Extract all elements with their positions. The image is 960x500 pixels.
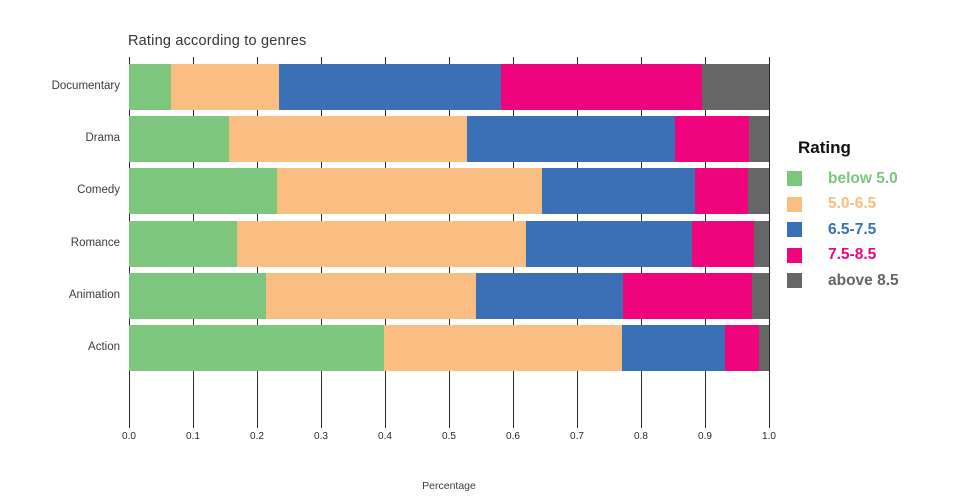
x-tick-label: 0.0	[122, 431, 136, 442]
x-tick-label: 0.9	[698, 431, 712, 442]
legend-item: above 8.5	[787, 268, 899, 294]
bar-segment	[276, 168, 542, 215]
bar-segment	[466, 116, 675, 163]
bar-segment	[702, 64, 769, 110]
x-tick-label: 0.8	[634, 431, 648, 442]
y-axis-label: Romance	[70, 236, 120, 249]
x-axis-title: Percentage	[422, 480, 476, 492]
legend-label: below 5.0	[828, 169, 898, 187]
bar-segment	[695, 168, 749, 215]
bar-segment	[674, 116, 750, 163]
bar-segment	[749, 116, 769, 163]
plot-area	[129, 57, 770, 428]
x-tick-label: 0.7	[570, 431, 584, 442]
y-axis-label: Comedy	[77, 184, 120, 197]
legend-swatch	[787, 247, 802, 263]
bar-segment	[751, 272, 769, 319]
bar-segment	[754, 220, 769, 267]
y-axis-label: Drama	[85, 132, 120, 145]
y-axis-label: Documentary	[51, 80, 120, 92]
x-tick-label: 0.2	[250, 431, 264, 442]
bar-segment	[129, 325, 385, 371]
x-tick-label: 0.3	[314, 431, 328, 442]
bar-segment	[541, 168, 696, 215]
chart-title: Rating according to genres	[128, 33, 307, 49]
bar-segment	[170, 64, 280, 110]
bar-segment	[129, 116, 229, 163]
grid-line	[769, 57, 770, 428]
legend-item: 6.5-7.5	[787, 217, 899, 243]
legend-label: above 8.5	[828, 271, 899, 289]
bar-segment	[759, 325, 769, 371]
legend-label: 5.0-6.5	[828, 195, 877, 213]
x-tick-label: 0.5	[442, 431, 456, 442]
legend: Rating below 5.0 5.0-6.5 6.5-7.5 7.5-8.5 abo…	[787, 138, 899, 294]
legend-title: Rating	[798, 138, 851, 157]
bar-segment	[525, 220, 692, 267]
y-axis-label: Action	[88, 341, 120, 353]
bar-segment	[384, 325, 622, 371]
bar-row	[129, 168, 769, 215]
bar-segment	[748, 168, 769, 215]
bar-row	[129, 272, 769, 319]
y-axis-label: Animation	[68, 288, 120, 301]
bar-segment	[129, 272, 266, 319]
bar-segment	[129, 168, 277, 215]
x-tick-label: 0.1	[186, 431, 200, 442]
bar-segment	[228, 116, 467, 163]
legend-swatch	[787, 222, 802, 238]
bar-row	[129, 116, 769, 163]
legend-label: 6.5-7.5	[828, 220, 877, 238]
bar-row	[129, 64, 769, 110]
bar-segment	[237, 220, 526, 267]
legend-item: below 5.0	[787, 166, 899, 192]
bar-segment	[623, 272, 752, 319]
bar-segment	[129, 220, 238, 267]
bar-segment	[621, 325, 725, 371]
legend-swatch	[787, 171, 802, 187]
x-tick-label: 0.6	[506, 431, 520, 442]
legend-label: 7.5-8.5	[828, 246, 877, 264]
bar-segment	[691, 220, 755, 267]
bar-segment	[279, 64, 502, 110]
x-tick-label: 1.0	[762, 431, 776, 442]
bar-row	[129, 220, 769, 267]
bar-segment	[501, 64, 703, 110]
legend-item: 7.5-8.5	[787, 243, 899, 269]
x-tick-label: 0.4	[378, 431, 392, 442]
bar-row	[129, 325, 769, 371]
bar-segment	[265, 272, 476, 319]
bar-segment	[475, 272, 624, 319]
legend-item: 5.0-6.5	[787, 192, 899, 218]
legend-items: below 5.0 5.0-6.5 6.5-7.5 7.5-8.5 above 8.5	[787, 166, 899, 294]
legend-swatch	[787, 196, 802, 212]
bar-segment	[724, 325, 760, 371]
legend-swatch	[787, 273, 802, 289]
bar-segment	[129, 64, 171, 110]
